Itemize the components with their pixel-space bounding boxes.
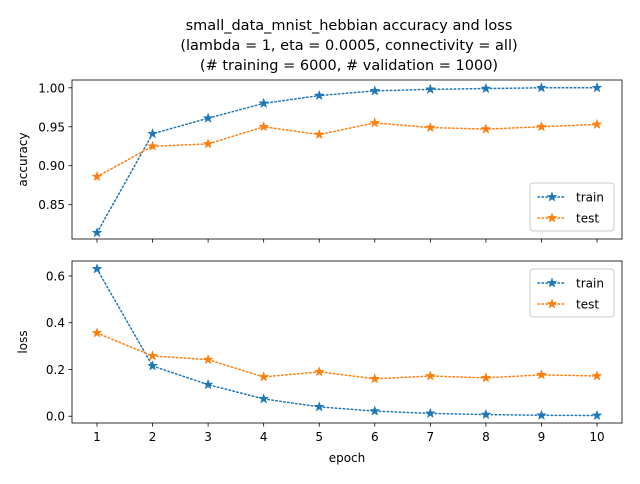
y-tick-label: 0.4 xyxy=(46,316,65,330)
x-tick-label: 2 xyxy=(149,430,157,444)
data-point-test xyxy=(258,371,270,382)
data-point-test xyxy=(424,121,436,133)
legend: train test xyxy=(529,182,615,232)
series-line-test xyxy=(96,332,598,380)
x-tick-label: 10 xyxy=(589,430,604,444)
series-test xyxy=(91,327,603,384)
legend-marker-test xyxy=(546,298,558,309)
plot-area: 0.850.900.951.00accuracytraintest0.00.20… xyxy=(16,79,623,465)
y-axis-label: loss xyxy=(16,330,30,353)
x-axis-label: epoch xyxy=(329,451,366,465)
data-point-train xyxy=(91,263,103,274)
data-point-train xyxy=(535,82,547,93)
axes-frame xyxy=(71,260,623,424)
title-line-1: small_data_mnist_hebbian accuracy and lo… xyxy=(186,18,513,34)
x-tick-label: 5 xyxy=(315,430,323,444)
x-tick-label: 6 xyxy=(371,430,379,444)
legend-label-test: test xyxy=(576,298,599,312)
series-line-train xyxy=(96,87,598,234)
chart-title: small_data_mnist_hebbian accuracy and lo… xyxy=(180,18,517,74)
series-train xyxy=(91,82,603,238)
y-tick-label: 1.00 xyxy=(38,81,65,95)
legend-label-train: train xyxy=(576,191,604,205)
legend-label-train: train xyxy=(576,277,604,291)
x-tick-label: 7 xyxy=(427,430,435,444)
series-line-test xyxy=(96,122,598,178)
data-point-test xyxy=(91,327,103,338)
data-point-train xyxy=(424,83,436,95)
series-line-train xyxy=(96,268,598,417)
data-point-test xyxy=(313,128,325,140)
data-point-train xyxy=(480,82,492,94)
title-line-2: (lambda = 1, eta = 0.0005, connectivity … xyxy=(180,38,517,54)
data-point-test xyxy=(535,369,547,380)
data-point-train xyxy=(313,89,325,101)
data-point-train xyxy=(147,128,159,139)
subplot-loss: 0.0 0.2 0.4 0.6 1 2 3 4 5 6 7 8 9 10 loss train test xyxy=(16,260,623,444)
x-tick-label: 8 xyxy=(482,430,490,444)
legend-marker-train xyxy=(546,277,558,288)
data-point-train xyxy=(369,405,381,416)
series-train xyxy=(91,263,603,421)
data-point-test xyxy=(480,123,492,134)
data-point-test xyxy=(147,350,159,361)
subplot-accuracy: 0.85 0.90 0.95 1.00 accuracy train test xyxy=(16,79,623,243)
x-tick-label: 3 xyxy=(204,430,212,444)
legend: train test xyxy=(529,268,615,318)
axes-frame xyxy=(71,79,623,240)
data-point-train xyxy=(202,378,214,390)
x-tick-label: 4 xyxy=(260,430,268,444)
title-line-3: (# training = 6000, # validation = 1000) xyxy=(200,58,498,74)
data-point-test xyxy=(202,138,214,149)
data-point-train xyxy=(591,82,603,93)
legend-marker-test xyxy=(546,212,558,223)
legend-marker-train xyxy=(546,191,558,202)
data-point-test xyxy=(369,117,381,128)
data-point-test xyxy=(313,366,325,377)
data-point-train xyxy=(369,85,381,96)
data-point-test xyxy=(591,118,603,130)
data-point-test xyxy=(369,373,381,384)
data-point-train xyxy=(147,360,159,371)
y-tick-label: 0.6 xyxy=(46,269,65,283)
data-point-train xyxy=(202,112,214,123)
data-point-train xyxy=(424,407,436,419)
y-tick-label: 0.0 xyxy=(46,410,65,424)
x-tick-label: 9 xyxy=(538,430,546,444)
data-point-test xyxy=(591,370,603,381)
data-point-train xyxy=(258,97,270,109)
y-tick-label: 0.95 xyxy=(38,120,65,134)
data-point-test xyxy=(202,353,214,365)
x-tick-label: 1 xyxy=(93,430,101,444)
data-point-test xyxy=(535,120,547,132)
y-tick-label: 0.2 xyxy=(46,363,65,377)
data-point-train xyxy=(258,393,270,404)
data-point-test xyxy=(147,140,159,151)
data-point-train xyxy=(480,408,492,420)
series-test xyxy=(91,117,603,182)
data-point-test xyxy=(258,120,270,132)
data-point-test xyxy=(480,372,492,383)
data-point-train xyxy=(535,409,547,420)
data-point-train xyxy=(313,401,325,412)
y-tick-label: 0.90 xyxy=(38,159,65,173)
data-point-test xyxy=(424,370,436,381)
data-point-train xyxy=(591,409,603,421)
data-point-train xyxy=(91,226,103,238)
y-tick-label: 0.85 xyxy=(38,198,65,212)
legend-label-test: test xyxy=(576,212,599,226)
y-axis-label: accuracy xyxy=(16,132,30,186)
data-point-test xyxy=(91,170,103,182)
